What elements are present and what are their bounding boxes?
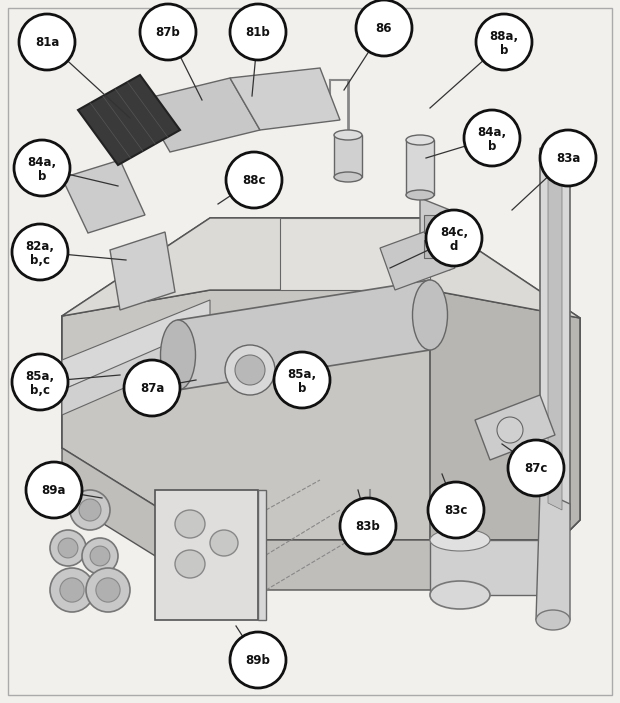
Text: 84a,: 84a,: [27, 157, 56, 169]
Ellipse shape: [175, 510, 205, 538]
Polygon shape: [110, 232, 175, 310]
Circle shape: [19, 14, 75, 70]
Circle shape: [58, 538, 78, 558]
Circle shape: [12, 354, 68, 410]
Circle shape: [274, 352, 330, 408]
Polygon shape: [540, 148, 570, 520]
Circle shape: [356, 0, 412, 56]
Polygon shape: [62, 300, 210, 390]
Polygon shape: [430, 540, 560, 595]
Circle shape: [26, 462, 82, 518]
Polygon shape: [62, 330, 200, 415]
Text: d: d: [450, 240, 458, 252]
Polygon shape: [62, 218, 580, 392]
Circle shape: [79, 499, 101, 521]
Ellipse shape: [210, 530, 238, 556]
Text: 89b: 89b: [246, 654, 270, 666]
Text: 87b: 87b: [156, 25, 180, 39]
Circle shape: [50, 530, 86, 566]
Circle shape: [508, 440, 564, 496]
Ellipse shape: [334, 130, 362, 140]
Ellipse shape: [430, 529, 490, 551]
Bar: [334, 135, 362, 177]
Text: 82a,: 82a,: [25, 240, 55, 254]
Polygon shape: [230, 68, 340, 130]
Circle shape: [70, 490, 110, 530]
Text: b,c: b,c: [30, 254, 50, 266]
Ellipse shape: [225, 345, 275, 395]
Circle shape: [90, 546, 110, 566]
Circle shape: [12, 224, 68, 280]
Circle shape: [124, 360, 180, 416]
Text: b: b: [500, 44, 508, 56]
Circle shape: [428, 482, 484, 538]
Text: b: b: [298, 382, 306, 394]
Polygon shape: [155, 490, 258, 620]
Polygon shape: [78, 75, 180, 165]
Circle shape: [464, 110, 520, 166]
Text: 87c: 87c: [525, 461, 547, 475]
Circle shape: [96, 578, 120, 602]
Ellipse shape: [175, 550, 205, 578]
Circle shape: [230, 632, 286, 688]
Polygon shape: [62, 316, 210, 540]
Polygon shape: [548, 155, 562, 510]
Text: b: b: [488, 139, 496, 153]
Circle shape: [476, 14, 532, 70]
Ellipse shape: [161, 320, 195, 390]
Ellipse shape: [430, 581, 490, 609]
Text: 83c: 83c: [445, 503, 467, 517]
Text: 83b: 83b: [356, 520, 381, 532]
Circle shape: [140, 4, 196, 60]
Circle shape: [82, 538, 118, 574]
Ellipse shape: [406, 190, 434, 200]
Text: 87a: 87a: [140, 382, 164, 394]
Text: 85a,: 85a,: [25, 370, 55, 384]
Ellipse shape: [536, 610, 570, 630]
Text: 84a,: 84a,: [477, 127, 507, 139]
Polygon shape: [536, 490, 570, 620]
Circle shape: [226, 152, 282, 208]
Polygon shape: [280, 218, 430, 290]
Polygon shape: [420, 198, 450, 270]
Text: 84c,: 84c,: [440, 226, 468, 240]
Circle shape: [540, 130, 596, 186]
Polygon shape: [62, 218, 580, 318]
Text: 81a: 81a: [35, 35, 59, 49]
Text: 88c: 88c: [242, 174, 266, 186]
Polygon shape: [430, 290, 580, 540]
Text: eReplacementParts.com: eReplacementParts.com: [234, 354, 386, 366]
Polygon shape: [62, 448, 560, 590]
Circle shape: [60, 578, 84, 602]
Ellipse shape: [235, 355, 265, 385]
Circle shape: [426, 210, 482, 266]
Text: 88a,: 88a,: [489, 30, 518, 44]
Circle shape: [230, 4, 286, 60]
Ellipse shape: [406, 135, 434, 145]
Text: b,c: b,c: [30, 384, 50, 396]
Text: 83a: 83a: [556, 152, 580, 165]
Polygon shape: [475, 395, 555, 460]
Text: 86: 86: [376, 22, 392, 34]
Text: b: b: [38, 169, 46, 183]
Bar: [424, 215, 446, 233]
Ellipse shape: [497, 417, 523, 443]
Text: 85a,: 85a,: [288, 368, 317, 382]
Ellipse shape: [334, 172, 362, 182]
Polygon shape: [380, 226, 455, 290]
Polygon shape: [62, 160, 145, 233]
Circle shape: [50, 568, 94, 612]
Bar: [406, 140, 434, 195]
Bar: [424, 240, 446, 258]
Text: 81b: 81b: [246, 25, 270, 39]
Circle shape: [86, 568, 130, 612]
Bar: [258, 490, 266, 620]
Polygon shape: [62, 290, 580, 540]
Polygon shape: [140, 78, 260, 152]
Circle shape: [14, 140, 70, 196]
Text: 89a: 89a: [42, 484, 66, 496]
Circle shape: [340, 498, 396, 554]
Polygon shape: [178, 280, 430, 390]
Ellipse shape: [412, 280, 448, 350]
